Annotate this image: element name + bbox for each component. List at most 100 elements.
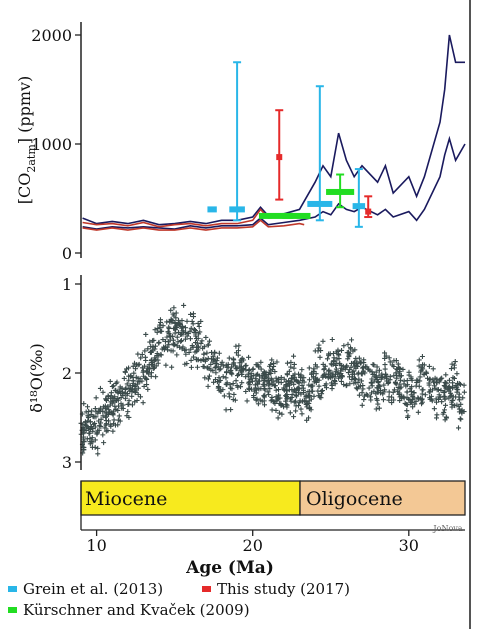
d18o-point xyxy=(317,394,323,400)
d18o-point xyxy=(122,369,128,375)
d18o-point xyxy=(329,336,335,342)
d18o-point xyxy=(145,365,151,371)
d18o-point xyxy=(196,344,202,350)
d18o-point xyxy=(205,383,211,389)
d18o-point xyxy=(384,373,390,379)
d18o-point xyxy=(440,411,446,417)
d18o-point xyxy=(306,415,312,421)
d18o-point xyxy=(135,391,141,397)
d18o-point xyxy=(373,369,379,375)
d18o-point xyxy=(160,337,166,343)
d18o-point xyxy=(103,422,109,428)
d18o-point xyxy=(175,339,181,345)
d18o-point xyxy=(139,351,145,357)
d18o-y-tick-label: 3 xyxy=(62,453,72,472)
d18o-point xyxy=(203,334,209,340)
d18o-point xyxy=(268,362,274,368)
d18o-point xyxy=(108,410,114,416)
d18o-point xyxy=(166,325,172,331)
d18o-point xyxy=(164,334,170,340)
d18o-point xyxy=(396,391,402,397)
d18o-point xyxy=(386,355,392,361)
d18o-point xyxy=(419,399,425,405)
d18o-point xyxy=(121,375,127,381)
d18o-point xyxy=(292,371,298,377)
d18o-point xyxy=(432,385,438,391)
d18o-point xyxy=(250,366,256,372)
d18o-point xyxy=(180,328,186,334)
d18o-point xyxy=(271,361,277,367)
epoch-miocene xyxy=(80,480,301,516)
d18o-point xyxy=(303,394,309,400)
d18o-point xyxy=(216,350,222,356)
d18o-point xyxy=(235,373,241,379)
d18o-point xyxy=(260,372,266,378)
d18o-point xyxy=(297,398,303,404)
d18o-point xyxy=(296,380,302,386)
d18o-point xyxy=(186,349,192,355)
d18o-point xyxy=(452,359,458,365)
d18o-point xyxy=(104,411,110,417)
d18o-point xyxy=(87,419,93,425)
d18o-point xyxy=(230,356,236,362)
d18o-point xyxy=(218,366,224,372)
d18o-point xyxy=(448,366,454,372)
d18o-point xyxy=(441,383,447,389)
d18o-point xyxy=(231,391,237,397)
d18o-point xyxy=(314,376,320,382)
d18o-point xyxy=(425,375,431,381)
d18o-point xyxy=(442,396,448,402)
d18o-point xyxy=(101,440,107,446)
d18o-point xyxy=(341,343,347,349)
d18o-point xyxy=(206,373,212,379)
d18o-point xyxy=(332,374,338,380)
d18o-point xyxy=(133,366,139,372)
d18o-point xyxy=(287,410,293,416)
d18o-point xyxy=(353,365,359,371)
d18o-point xyxy=(174,324,180,330)
d18o-point xyxy=(115,407,121,413)
d18o-point xyxy=(202,375,208,381)
d18o-point xyxy=(279,411,285,417)
d18o-point xyxy=(283,393,289,399)
d18o-point xyxy=(87,430,93,436)
d18o-point xyxy=(438,387,444,393)
d18o-point xyxy=(193,336,199,342)
d18o-point xyxy=(411,390,417,396)
d18o-point xyxy=(446,395,452,401)
d18o-point xyxy=(159,328,165,334)
d18o-point xyxy=(357,383,363,389)
d18o-point xyxy=(352,375,358,381)
co2-y-axis-label: [CO2atm] (ppmv) xyxy=(15,76,38,205)
d18o-point xyxy=(294,393,300,399)
d18o-point xyxy=(345,370,351,376)
d18o-point xyxy=(317,354,323,360)
d18o-point xyxy=(215,385,221,391)
d18o-point xyxy=(188,364,194,370)
d18o-point xyxy=(227,394,233,400)
this-study-swatch xyxy=(202,586,211,592)
d18o-point xyxy=(196,323,202,329)
d18o-point xyxy=(321,367,327,373)
d18o-point xyxy=(229,364,235,370)
d18o-point xyxy=(403,401,409,407)
x-axis-ticks: 10 20 30 xyxy=(86,530,419,555)
d18o-point xyxy=(147,339,153,345)
d18o-point xyxy=(275,415,281,421)
d18o-point xyxy=(97,405,103,411)
d18o-point xyxy=(154,329,160,335)
d18o-point xyxy=(397,398,403,404)
d18o-point xyxy=(212,365,218,371)
d18o-point xyxy=(265,378,271,384)
d18o-point xyxy=(223,407,229,413)
d18o-point xyxy=(342,366,348,372)
d18o-point xyxy=(130,378,136,384)
d18o-point xyxy=(253,372,259,378)
d18o-point xyxy=(120,391,126,397)
d18o-point xyxy=(311,379,317,385)
d18o-point xyxy=(353,385,359,391)
grein-label: Grein et al. (2013) xyxy=(23,580,164,598)
d18o-point xyxy=(441,390,447,396)
d18o-point xyxy=(424,370,430,376)
d18o-point xyxy=(131,370,137,376)
